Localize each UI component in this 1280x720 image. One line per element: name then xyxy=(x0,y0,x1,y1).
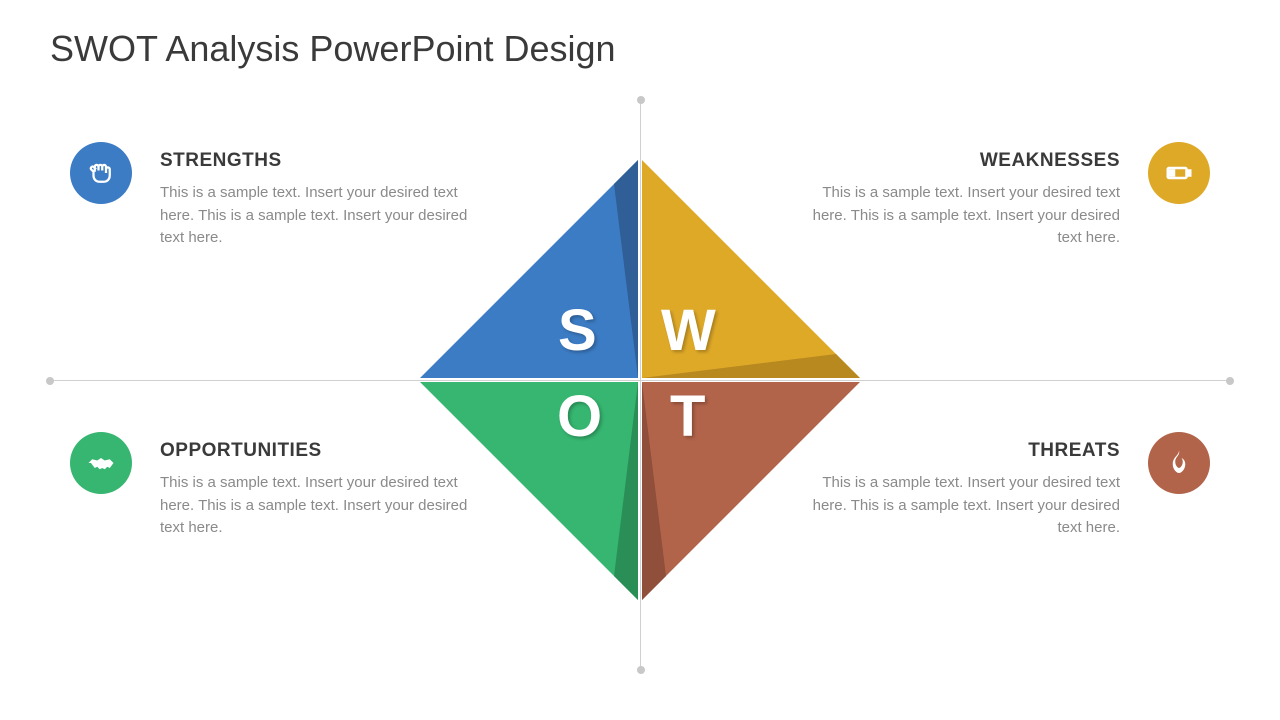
letter-s: S xyxy=(558,297,597,364)
opportunities-heading: OPPORTUNITIES xyxy=(160,440,470,462)
threats-body: This is a sample text. Insert your desir… xyxy=(810,472,1120,540)
axis-dot-top xyxy=(637,96,645,104)
opportunities-icon-circle xyxy=(70,432,132,494)
axis-dot-right xyxy=(1226,377,1234,385)
slide-title: SWOT Analysis PowerPoint Design xyxy=(50,28,616,70)
strengths-heading: STRENGTHS xyxy=(160,150,470,172)
opportunities-body: This is a sample text. Insert your desir… xyxy=(160,472,470,540)
strengths-icon-circle xyxy=(70,142,132,204)
axis-dot-left xyxy=(46,377,54,385)
weaknesses-heading: WEAKNESSES xyxy=(810,150,1120,172)
handshake-icon xyxy=(86,448,116,478)
flame-icon xyxy=(1164,448,1194,478)
weaknesses-icon-circle xyxy=(1148,142,1210,204)
threats-heading: THREATS xyxy=(810,440,1120,462)
battery-low-icon xyxy=(1164,158,1194,188)
axis-dot-bottom xyxy=(637,666,645,674)
fist-icon xyxy=(86,158,116,188)
quadrant-opportunities: OPPORTUNITIES This is a sample text. Ins… xyxy=(160,440,470,540)
quadrant-threats: THREATS This is a sample text. Insert yo… xyxy=(810,440,1120,540)
letter-t: T xyxy=(670,383,705,450)
letter-w: W xyxy=(661,297,716,364)
strengths-body: This is a sample text. Insert your desir… xyxy=(160,182,470,250)
quadrant-strengths: STRENGTHS This is a sample text. Insert … xyxy=(160,150,470,250)
quadrant-weaknesses: WEAKNESSES This is a sample text. Insert… xyxy=(810,150,1120,250)
axis-vertical xyxy=(640,100,641,670)
letter-o: O xyxy=(557,383,602,450)
threats-icon-circle xyxy=(1148,432,1210,494)
weaknesses-body: This is a sample text. Insert your desir… xyxy=(810,182,1120,250)
